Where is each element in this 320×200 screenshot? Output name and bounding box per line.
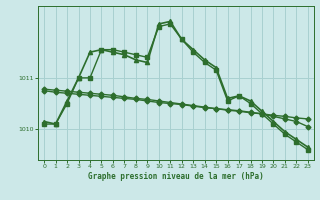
X-axis label: Graphe pression niveau de la mer (hPa): Graphe pression niveau de la mer (hPa) <box>88 172 264 181</box>
